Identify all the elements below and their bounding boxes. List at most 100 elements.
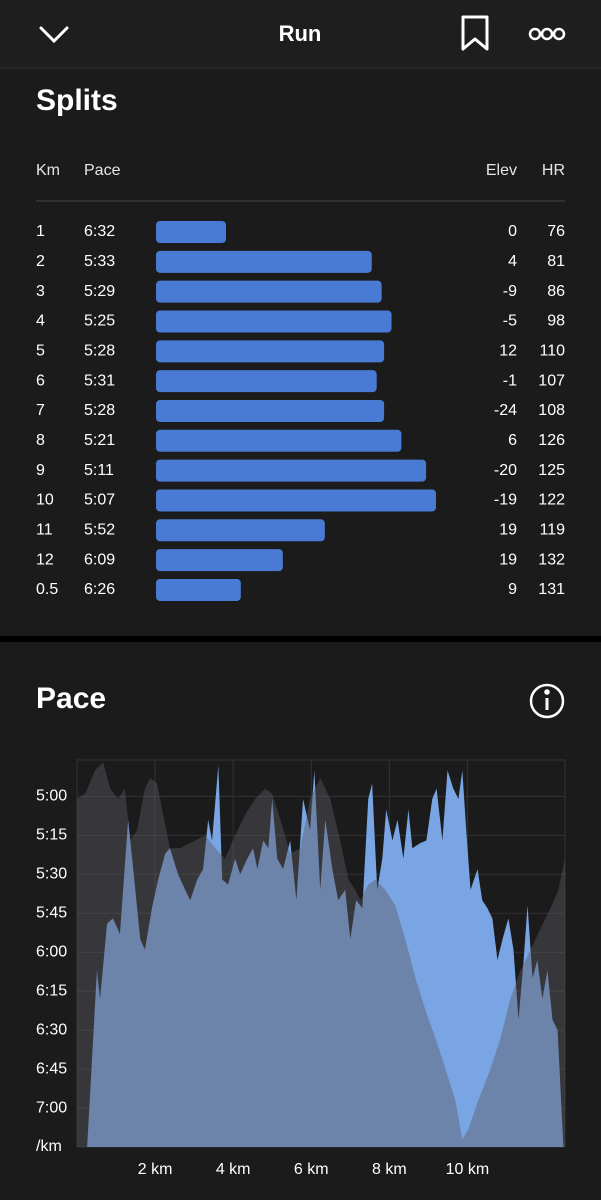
y-tick-label: 5:45 bbox=[36, 904, 67, 921]
km-cell: 1 bbox=[36, 223, 45, 240]
column-header: HR bbox=[542, 162, 565, 179]
info-circle bbox=[529, 683, 565, 719]
km-cell: 8 bbox=[36, 432, 45, 449]
pace-cell: 5:52 bbox=[84, 522, 115, 539]
pace-cell: 5:28 bbox=[84, 402, 115, 419]
pace-cell: 5:21 bbox=[84, 432, 115, 449]
pace-bar bbox=[156, 399, 385, 422]
back-button[interactable] bbox=[39, 26, 69, 44]
y-tick-label: 6:45 bbox=[36, 1060, 67, 1077]
hr-cell: 131 bbox=[538, 581, 565, 598]
pace-bar bbox=[156, 280, 382, 303]
pace-cell: 5:11 bbox=[84, 462, 114, 479]
km-cell: 11 bbox=[36, 522, 53, 539]
elev-cell: -1 bbox=[503, 372, 517, 389]
hr-cell: 110 bbox=[539, 343, 565, 360]
dot bbox=[540, 27, 554, 41]
km-cell: 0.5 bbox=[36, 581, 58, 598]
km-cell: 5 bbox=[36, 343, 45, 360]
pace-cell: 5:28 bbox=[84, 343, 115, 360]
km-cell: 4 bbox=[36, 313, 45, 330]
pace-cell: 5:31 bbox=[84, 372, 115, 389]
elev-cell: 6 bbox=[508, 432, 517, 449]
hr-cell: 119 bbox=[539, 522, 565, 539]
pace-cell: 6:26 bbox=[84, 581, 115, 598]
y-tick-label: 6:30 bbox=[36, 1021, 67, 1038]
section-title: Pace bbox=[36, 682, 106, 715]
hr-cell: 122 bbox=[538, 492, 565, 509]
y-tick-label: 5:15 bbox=[36, 827, 67, 844]
x-tick-label: 2 km bbox=[138, 1161, 173, 1178]
pace-bar bbox=[156, 221, 226, 243]
column-header: Elev bbox=[486, 162, 517, 179]
hr-cell: 76 bbox=[547, 223, 565, 240]
y-tick-label: 7:00 bbox=[36, 1099, 67, 1116]
hr-cell: 98 bbox=[547, 313, 565, 330]
elev-cell: -20 bbox=[494, 462, 517, 479]
pace-cell: 6:32 bbox=[84, 223, 115, 240]
column-header: Km bbox=[36, 162, 60, 179]
x-tick-label: 4 km bbox=[216, 1161, 251, 1178]
pace-bar bbox=[156, 549, 283, 572]
hr-cell: 108 bbox=[538, 402, 565, 419]
y-tick-label: 6:00 bbox=[36, 943, 67, 960]
more-button[interactable] bbox=[528, 27, 566, 41]
km-cell: 9 bbox=[36, 462, 45, 479]
km-cell: 12 bbox=[36, 551, 54, 568]
km-cell: 2 bbox=[36, 253, 45, 270]
pace-bar bbox=[156, 340, 385, 363]
hr-cell: 126 bbox=[538, 432, 565, 449]
pace-cell: 6:09 bbox=[84, 551, 115, 568]
pace-bar bbox=[156, 578, 241, 601]
pace-bar bbox=[156, 370, 377, 393]
pace-cell: 5:33 bbox=[84, 253, 115, 270]
elev-cell: 9 bbox=[508, 581, 517, 598]
pace-bar bbox=[156, 310, 392, 333]
y-tick-label: 6:15 bbox=[36, 982, 67, 999]
dot bbox=[528, 27, 542, 41]
info-dot bbox=[544, 689, 550, 695]
area bbox=[87, 765, 564, 1147]
elev-cell: 19 bbox=[499, 522, 517, 539]
hr-cell: 132 bbox=[538, 551, 565, 568]
screen-title: Run bbox=[279, 21, 322, 46]
x-tick-label: 6 km bbox=[294, 1161, 329, 1178]
elev-cell: -19 bbox=[494, 492, 517, 509]
pace-bar bbox=[156, 250, 372, 273]
hr-cell: 125 bbox=[538, 462, 565, 479]
pace-cell: 5:25 bbox=[84, 313, 115, 330]
hr-cell: 107 bbox=[538, 372, 565, 389]
elev-cell: -5 bbox=[503, 313, 517, 330]
section-separator bbox=[0, 636, 601, 642]
area bbox=[77, 762, 565, 1147]
pace-cell: 5:07 bbox=[84, 492, 115, 509]
pace-bar bbox=[156, 489, 436, 512]
elev-cell: -24 bbox=[494, 402, 517, 419]
pace-bar bbox=[156, 459, 427, 482]
km-cell: 3 bbox=[36, 283, 45, 300]
elev-cell: 12 bbox=[499, 343, 517, 360]
section-title: Splits bbox=[36, 84, 118, 117]
y-tick-label: 5:30 bbox=[36, 866, 67, 883]
elev-cell: 19 bbox=[499, 551, 517, 568]
top-bar bbox=[0, 0, 601, 68]
dot bbox=[552, 27, 566, 41]
pace-cell: 5:29 bbox=[84, 283, 115, 300]
pace-bar bbox=[156, 519, 325, 542]
hr-cell: 86 bbox=[547, 283, 565, 300]
column-header: Pace bbox=[84, 162, 121, 179]
elev-cell: -9 bbox=[503, 283, 517, 300]
elev-cell: 4 bbox=[508, 253, 517, 270]
km-cell: 10 bbox=[36, 492, 54, 509]
km-cell: 6 bbox=[36, 372, 45, 389]
bookmark-button[interactable] bbox=[461, 15, 489, 51]
x-tick-label: 10 km bbox=[446, 1161, 490, 1178]
info-button[interactable] bbox=[529, 683, 565, 719]
pace-bar bbox=[156, 429, 402, 452]
y-tick-label: /km bbox=[36, 1138, 62, 1155]
hr-cell: 81 bbox=[547, 253, 565, 270]
km-cell: 7 bbox=[36, 402, 45, 419]
x-tick-label: 8 km bbox=[372, 1161, 407, 1178]
